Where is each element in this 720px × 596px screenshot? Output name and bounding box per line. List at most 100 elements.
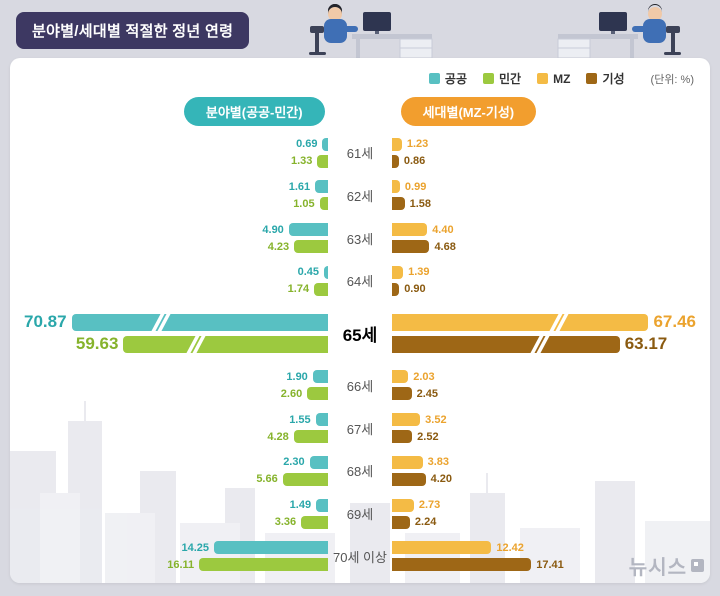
bar-private [199, 558, 328, 572]
value-public: 1.61 [288, 180, 311, 193]
bar-line-private: 1.33 [24, 154, 328, 168]
age-label: 62세 [346, 188, 374, 204]
bar-line-private: 4.28 [24, 430, 328, 444]
right-bars: 0.99 1.58 [392, 180, 696, 211]
bar-mz [392, 223, 428, 237]
right-bars: 1.39 0.90 [392, 265, 696, 296]
legend-label: 민간 [499, 72, 522, 86]
value-private: 3.36 [274, 516, 297, 529]
right-bars: 1.23 0.86 [392, 137, 696, 168]
value-private: 1.74 [287, 283, 310, 296]
bar-line-established: 2.45 [392, 387, 696, 401]
bar-line-public: 0.69 [24, 137, 328, 151]
bar-line-private: 1.74 [24, 282, 328, 296]
bar-line-mz: 0.99 [392, 180, 696, 194]
value-established: 4.20 [430, 473, 453, 486]
right-bars: 3.52 2.52 [392, 413, 696, 444]
bar-line-private: 5.66 [24, 472, 328, 486]
left-bars: 4.90 4.23 [24, 223, 328, 254]
value-private: 1.33 [290, 155, 313, 167]
bar-line-established: 2.52 [392, 430, 696, 444]
bar-mz [392, 455, 423, 469]
series-headers: 분야별(공공-민간) 세대별(MZ-기성) [24, 97, 696, 126]
age-label: 61세 [346, 146, 374, 161]
bar-line-mz: 67.46 [392, 312, 696, 333]
value-public: 4.90 [262, 223, 284, 236]
bar-private [319, 197, 328, 211]
bar-public [324, 265, 328, 279]
value-mz: 2.73 [418, 499, 441, 512]
age-label: 64세 [346, 274, 374, 290]
bar-private [314, 282, 328, 296]
bar-line-mz: 1.39 [392, 265, 696, 279]
bar-line-mz: 3.83 [392, 455, 696, 469]
bar-line-established: 0.90 [392, 282, 696, 296]
left-bars: 2.30 5.66 [24, 455, 328, 486]
bar-line-private: 2.60 [24, 387, 328, 401]
value-mz: 3.83 [427, 456, 450, 469]
bar-mz [392, 370, 409, 384]
legend: 공공 민간 MZ 기성 (단위: %) [24, 70, 696, 87]
bar-line-mz: 1.23 [392, 137, 696, 151]
chart-row: 1.90 2.60 66세 2.03 2.45 [24, 367, 696, 404]
left-bars: 1.55 4.28 [24, 413, 328, 444]
bar-line-established: 4.20 [392, 472, 696, 486]
chart-content: 공공 민간 MZ 기성 (단위: %) 분야별(공공-민간) 세대별(MZ-기성) 0… [10, 58, 710, 583]
bar-line-mz: 2.73 [392, 498, 696, 512]
bar-line-private: 59.63 [24, 334, 328, 355]
value-mz: 0.99 [404, 180, 427, 193]
bar-line-mz: 2.03 [392, 370, 696, 384]
value-public: 1.55 [289, 413, 311, 426]
bar-mz [392, 137, 402, 151]
value-private: 59.63 [75, 334, 119, 354]
value-private: 5.66 [256, 473, 278, 486]
bar-public [312, 370, 328, 384]
illustration-person-at-desk-left [309, 4, 433, 58]
axis-break-mark [154, 312, 168, 333]
chart-row: 1.55 4.28 67세 3.52 2.52 [24, 410, 696, 447]
legend-label: 기성 [602, 72, 625, 86]
axis-break-mark [189, 334, 203, 355]
right-bars: 3.83 4.20 [392, 455, 696, 486]
bar-line-public: 1.61 [24, 180, 328, 194]
value-established: 0.90 [404, 283, 426, 296]
bar-mz [392, 413, 421, 427]
axis-break-mark [533, 334, 547, 355]
value-mz: 1.23 [406, 138, 429, 150]
bar-line-public: 4.90 [24, 223, 328, 237]
watermark: 뉴시스 [629, 551, 704, 580]
bar-line-established: 4.68 [392, 240, 696, 254]
bar-line-public: 1.49 [24, 498, 328, 512]
bar-line-established: 63.17 [392, 334, 696, 355]
value-private: 16.11 [167, 558, 195, 571]
legend-item-established: 기성 [586, 70, 625, 87]
bar-line-public: 1.55 [24, 413, 328, 427]
bar-line-mz: 4.40 [392, 223, 696, 237]
legend-item-private: 민간 [483, 70, 521, 87]
age-label: 63세 [346, 231, 374, 247]
bar-established [392, 334, 620, 355]
axis-break-mark [552, 312, 566, 333]
bar-private [317, 154, 328, 168]
legend-items: 공공 민간 MZ 기성 [428, 70, 625, 87]
watermark-logo-icon [691, 559, 704, 572]
bar-mz [392, 498, 414, 512]
left-bars: 0.45 1.74 [24, 265, 328, 296]
value-mz: 2.03 [413, 370, 435, 383]
age-label: 67세 [346, 421, 374, 437]
right-series-header: 세대별(MZ-기성) [400, 97, 537, 126]
bar-public [315, 413, 328, 427]
bar-established [392, 197, 405, 211]
left-bars: 1.61 1.05 [24, 180, 328, 211]
bar-established [392, 282, 400, 296]
legend-swatch-established [586, 73, 598, 84]
bar-line-public: 1.90 [24, 370, 328, 384]
bar-line-established: 0.86 [392, 154, 696, 168]
bar-established [392, 430, 413, 444]
page-title: 분야별/세대별 적절한 정년 연령 [16, 12, 250, 49]
bar-line-public: 2.30 [24, 455, 328, 469]
age-label: 69세 [346, 507, 374, 523]
value-mz: 67.46 [653, 312, 696, 332]
value-mz: 1.39 [408, 266, 430, 279]
